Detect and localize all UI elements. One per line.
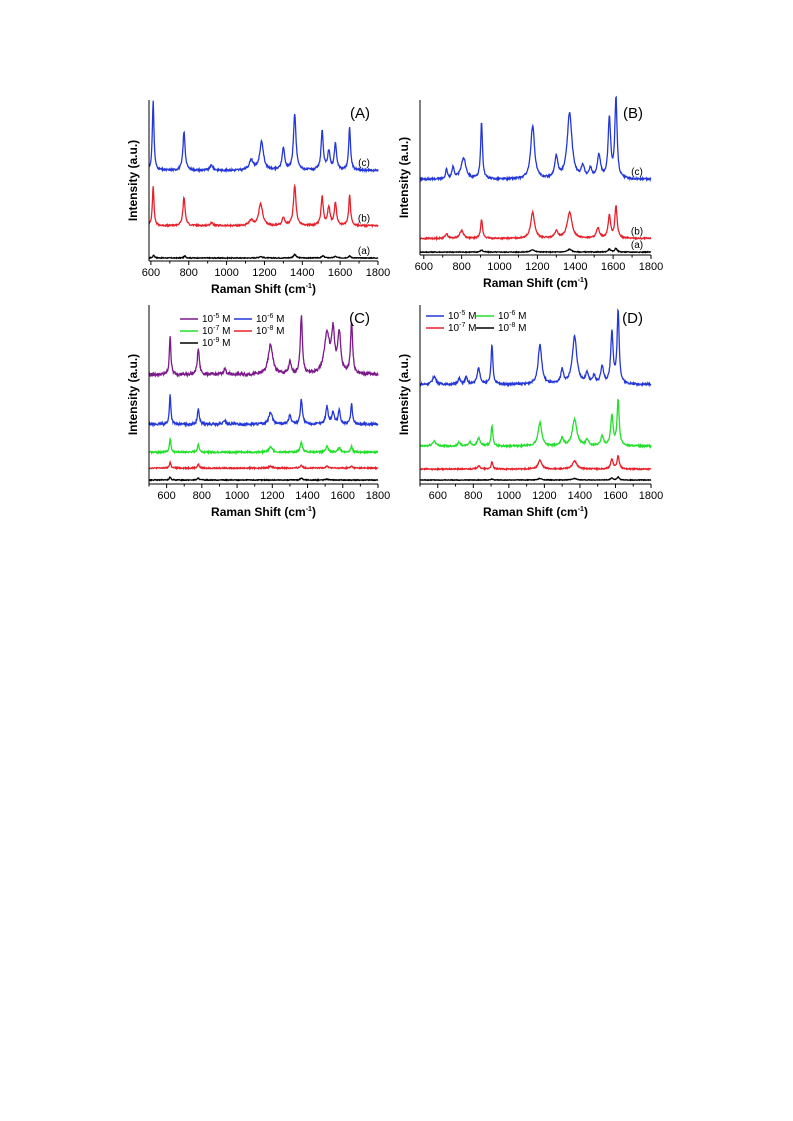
y-axis-label: Intensity (a.u.) (397, 137, 411, 218)
x-tick-label: 800 (180, 267, 198, 279)
series-line (148, 100, 379, 174)
x-tick-label: 1400 (290, 267, 314, 279)
series-line (419, 95, 652, 183)
series-line (148, 253, 379, 260)
x-tick-label: 1000 (225, 490, 249, 502)
legend-label: 10-8 M (256, 325, 284, 337)
series-line (148, 394, 379, 428)
panel-label: (C) (349, 310, 370, 327)
x-axis-label: Raman Shift (cm-1) (211, 282, 316, 296)
x-axis-label: Raman Shift (cm-1) (211, 505, 316, 519)
series-line (419, 308, 652, 388)
y-axis-label: Intensity (a.u.) (126, 354, 140, 435)
series-line (419, 205, 652, 242)
series-line (148, 315, 379, 378)
x-axis-label: Raman Shift (cm-1) (483, 505, 588, 519)
x-tick-label: 1600 (328, 267, 352, 279)
x-tick-label: 1600 (603, 490, 627, 502)
curve-label: (b) (358, 214, 370, 225)
x-tick-label: 800 (464, 490, 482, 502)
series-line (419, 398, 652, 450)
chart-panel-c: 600 800 1000 1200 1400 1600 1800 Raman Shift (c… (126, 305, 390, 519)
x-axis-label: Raman Shift (cm-1) (483, 276, 588, 290)
x-tick-label: 600 (157, 490, 175, 502)
x-tick-label: 1400 (568, 490, 592, 502)
legend-label: 10-5 M (448, 310, 476, 322)
x-tick-label: 1200 (260, 490, 284, 502)
x-tick-label: 1400 (563, 261, 587, 273)
chart-panel-d: 600 800 1000 1200 1400 1600 1800 Raman Shift (c… (397, 305, 663, 519)
x-tick-label: 1200 (252, 267, 276, 279)
panel-label: (A) (350, 105, 370, 122)
x-tick-label: 600 (429, 490, 447, 502)
curve-label: (a) (358, 246, 370, 257)
legend-label: 10-8 M (498, 322, 526, 334)
legend-label: 10-6 M (498, 310, 526, 322)
legend-label: 10-6 M (256, 313, 284, 325)
x-tick-label: 1800 (366, 267, 390, 279)
x-tick-label: 1600 (331, 490, 355, 502)
curve-label: (c) (631, 167, 643, 178)
x-tick-label: 1800 (639, 490, 663, 502)
series-line (148, 476, 379, 482)
legend-label: 10-5 M (202, 313, 230, 325)
curve-label: (a) (631, 240, 643, 251)
curve-label: (c) (358, 158, 370, 169)
series-line (419, 475, 652, 482)
y-axis-label: Intensity (a.u.) (126, 140, 140, 221)
panel-label: (D) (622, 310, 643, 327)
series-line (148, 460, 379, 471)
curve-label: (b) (631, 226, 643, 237)
chart-panel-b: 600 800 1000 1200 1400 1600 1800 Raman Shift (c… (397, 95, 663, 290)
series-line (419, 247, 652, 254)
x-tick-label: 1600 (601, 261, 625, 273)
x-tick-label: 800 (452, 261, 470, 273)
x-tick-label: 600 (415, 261, 433, 273)
panel-label: (B) (623, 105, 643, 122)
x-tick-label: 600 (142, 267, 160, 279)
legend-label: 10-9 M (202, 337, 230, 349)
x-tick-label: 1800 (639, 261, 663, 273)
series-line (148, 436, 379, 456)
legend-label: 10-7 M (448, 322, 476, 334)
x-tick-label: 1800 (366, 490, 390, 502)
x-tick-label: 1000 (214, 267, 238, 279)
x-tick-label: 1200 (532, 490, 556, 502)
x-tick-label: 1000 (487, 261, 511, 273)
chart-panel-a: 600 800 1000 1200 1400 1600 1800 Raman Shift (c… (126, 100, 390, 296)
series-line (419, 454, 652, 472)
y-axis-label: Intensity (a.u.) (397, 354, 411, 435)
legend-label: 10-7 M (202, 325, 230, 337)
x-tick-label: 1000 (497, 490, 521, 502)
x-tick-label: 800 (193, 490, 211, 502)
x-tick-label: 1200 (525, 261, 549, 273)
x-tick-label: 1400 (295, 490, 319, 502)
series-line (148, 183, 379, 229)
